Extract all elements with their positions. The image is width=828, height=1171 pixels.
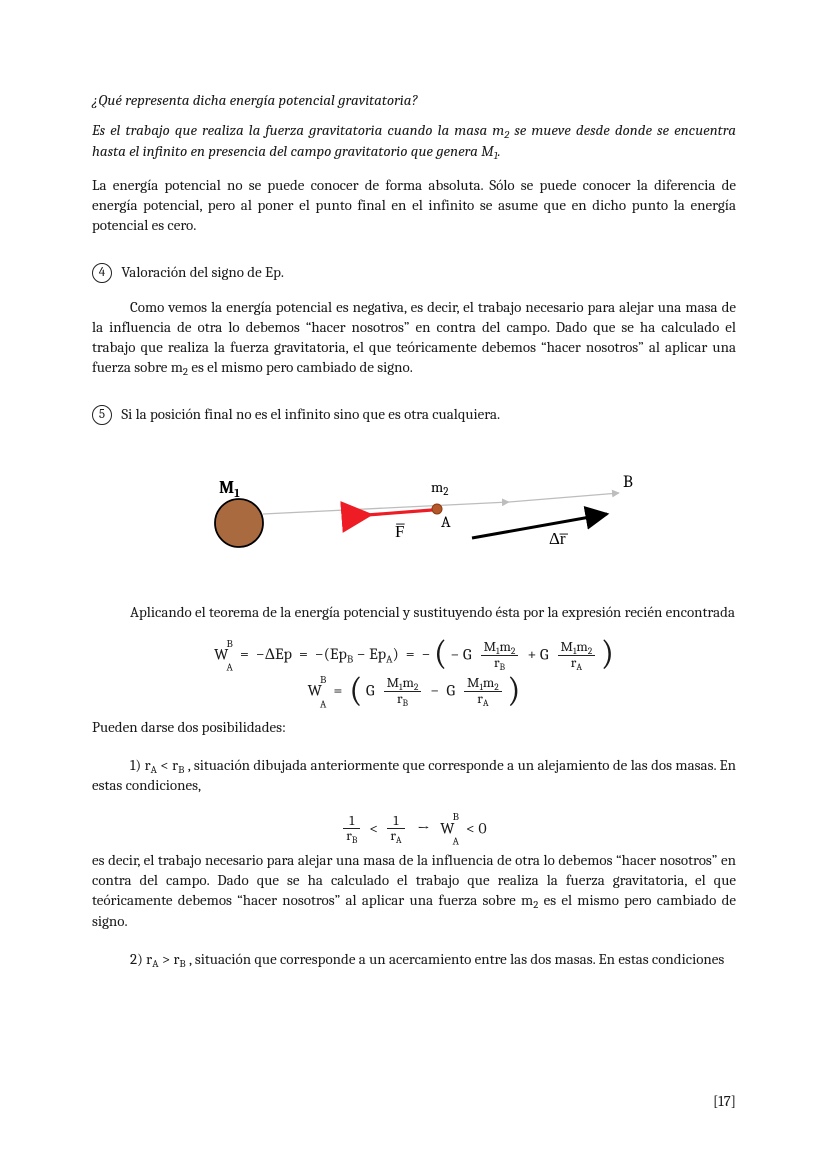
label-M1: M1 xyxy=(219,477,240,500)
label-F: F̅ xyxy=(395,523,405,542)
label-m2: m2 xyxy=(431,478,448,498)
diagram: M1 F̅ m2 A B Δr̅ xyxy=(92,441,736,576)
label-dr: Δr̅ xyxy=(549,530,569,549)
possibilities: Pueden darse dos posibilidades: xyxy=(92,717,736,737)
page-number: [17] xyxy=(713,1091,736,1111)
diagram-svg: M1 F̅ m2 A B Δr̅ xyxy=(179,441,649,571)
section-4-title: Valoración del signo de Ep. xyxy=(121,263,284,281)
equation-1: WBA = −ΔEp = −(EpB − EpA) = − ( − G M1m2… xyxy=(92,640,736,670)
equation-2: WBA = ( G M1m2rB − G M1m2rA ) xyxy=(92,676,736,706)
section-4-heading: 4 Valoración del signo de Ep. xyxy=(92,262,736,283)
section-5-title: Si la posición final no es el infinito s… xyxy=(121,405,500,423)
case-1-conclusion: es decir, el trabajo necesario para alej… xyxy=(92,850,736,931)
case-1-lead: 1) rA < rB , situación dibujada anterior… xyxy=(92,755,736,796)
label-B: B xyxy=(623,473,633,492)
answer: Es el trabajo que realiza la fuerza grav… xyxy=(92,120,736,161)
section-5-heading: 5 Si la posición final no es el infinito… xyxy=(92,404,736,425)
circled-4: 4 xyxy=(92,263,112,283)
page: ¿Qué representa dicha energía potencial … xyxy=(0,0,828,1171)
label-A: A xyxy=(441,513,451,531)
equation-ineq: 1rB < 1rA → WBA < 0 xyxy=(92,814,736,844)
question: ¿Qué representa dicha energía potencial … xyxy=(92,90,736,110)
case-2-lead: 2) rA > rB , situación que corresponde a… xyxy=(92,949,736,969)
p-absolute: La energía potencial no se puede conocer… xyxy=(92,175,736,236)
circled-5: 5 xyxy=(92,405,112,425)
section-4-body: Como vemos la energía potencial es negat… xyxy=(92,297,736,378)
after-diagram: Aplicando el teorema de la energía poten… xyxy=(92,602,736,622)
